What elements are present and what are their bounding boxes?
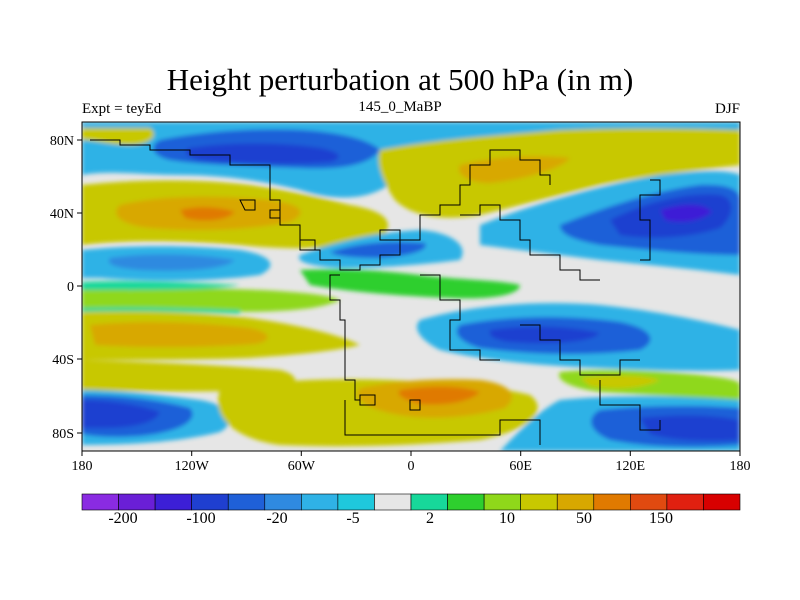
x-tick-label: 0 xyxy=(408,459,415,474)
y-tick-label: 80S xyxy=(52,427,74,442)
contour-field xyxy=(82,122,740,451)
colorbar-box xyxy=(630,493,668,511)
tick-marks xyxy=(77,139,741,456)
period-label: 145_0_MaBP xyxy=(358,99,442,115)
colorbar-box xyxy=(666,493,704,511)
experiment-label: Expt = teyEd xyxy=(82,101,162,117)
colorbar-box xyxy=(520,493,558,511)
x-tick-label: 120W xyxy=(175,459,210,474)
coastlines xyxy=(90,139,661,445)
colorbar-box xyxy=(154,493,192,511)
y-tick-label: 40N xyxy=(50,207,74,222)
x-tick-label: 60E xyxy=(509,459,532,474)
y-tick-label: 40S xyxy=(52,353,74,368)
season-label: DJF xyxy=(714,101,740,117)
colorbar-box xyxy=(118,493,156,511)
y-tick-label: 0 xyxy=(67,280,74,295)
colorbar-label: -200 xyxy=(108,510,137,527)
colorbar-box xyxy=(483,493,521,511)
y-tick-label: 80N xyxy=(50,134,74,149)
colorbar-label: 10 xyxy=(499,510,515,527)
colorbar xyxy=(81,493,741,511)
colorbar-box xyxy=(410,493,448,511)
colorbar-box xyxy=(593,493,631,511)
x-tick-label: 120E xyxy=(616,459,646,474)
y-tick-labels: 80N 40N 0 40S 80S xyxy=(50,134,74,442)
x-tick-labels: 180 120W 60W 0 60E 120E 180 xyxy=(72,459,751,474)
colorbar-box xyxy=(556,493,595,511)
colorbar-labels: -200 -100 -20 -5 2 10 50 150 xyxy=(108,510,673,527)
colorbar-label: 50 xyxy=(576,510,592,527)
colorbar-label: -20 xyxy=(266,510,287,527)
colorbar-box xyxy=(264,493,302,511)
colorbar-box xyxy=(301,493,339,511)
x-tick-label: 180 xyxy=(72,459,93,474)
colorbar-box xyxy=(81,493,119,511)
colorbar-label: -5 xyxy=(346,510,359,527)
colorbar-box xyxy=(374,493,412,511)
colorbar-box xyxy=(447,493,485,511)
colorbar-label: 150 xyxy=(649,510,673,527)
colorbar-label: -100 xyxy=(186,510,215,527)
colorbar-box xyxy=(337,493,375,511)
x-tick-label: 60W xyxy=(288,459,316,474)
x-tick-label: 180 xyxy=(730,459,751,474)
map-title: Height perturbation at 500 hPa (in m) xyxy=(166,62,634,97)
colorbar-box xyxy=(191,493,229,511)
colorbar-label: 2 xyxy=(426,510,434,527)
colorbar-box xyxy=(227,493,266,511)
colorbar-box xyxy=(703,493,741,511)
